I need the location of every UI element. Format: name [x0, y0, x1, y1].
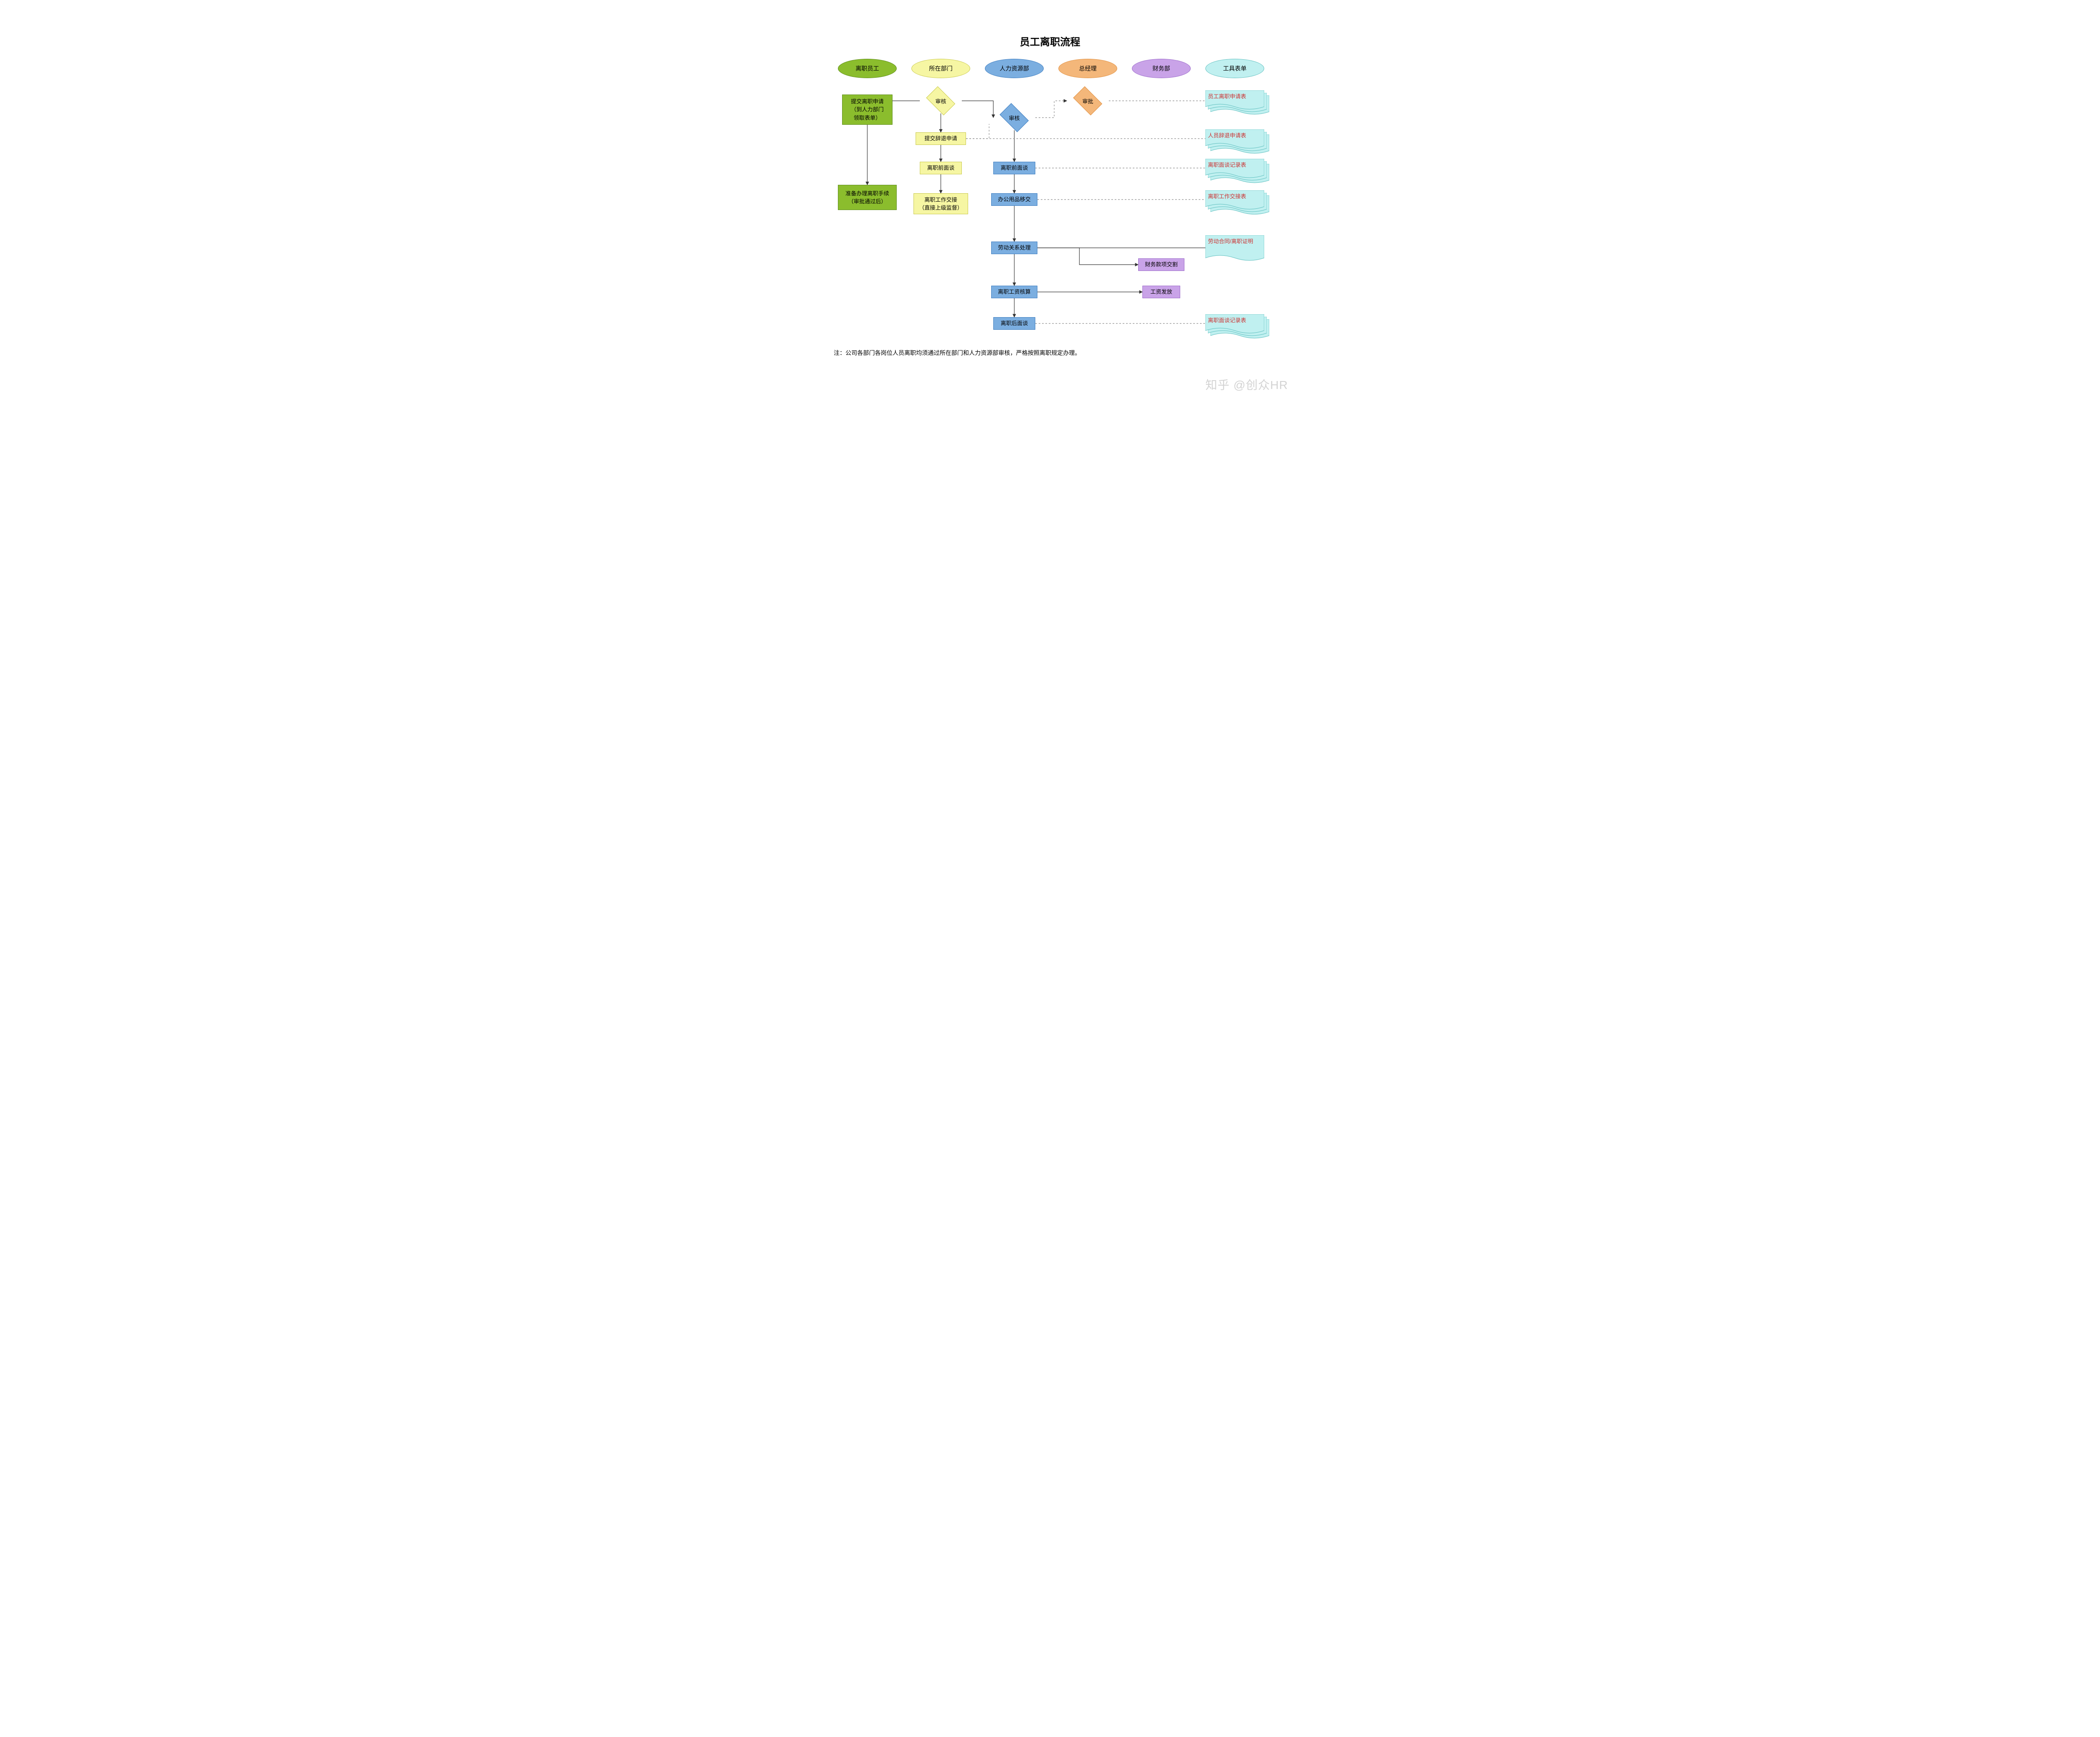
node-d3: 审核 [993, 105, 1035, 130]
node-n12: 工资发放 [1142, 286, 1180, 298]
node-doc2: 人员辞退申请表 [1205, 129, 1269, 153]
node-n2: 准备办理离职手续（审批通过后） [838, 185, 897, 210]
node-doc6: 离职面谈记录表 [1205, 314, 1269, 338]
node-n9: 离职工资核算 [991, 286, 1037, 298]
node-doc4: 离职工作交接表 [1205, 190, 1269, 214]
node-n1: 提交离职申请（到人力部门领取表单） [842, 95, 892, 125]
node-doc5: 劳动合同/离职证明 [1205, 235, 1264, 260]
node-n5: 离职工作交接（直接上级监督） [914, 193, 968, 214]
watermark-handle: @创众HR [1234, 378, 1288, 392]
edge-d3-d4 [1035, 101, 1067, 118]
chart-title: 员工离职流程 [777, 34, 1323, 48]
node-n10: 离职后面谈 [993, 317, 1035, 330]
node-n3: 提交辞退申请 [916, 132, 966, 145]
edge-n8-n11 [1037, 248, 1138, 265]
lane-header-c6: 工具表单 [1205, 59, 1264, 78]
node-n8: 劳动关系处理 [991, 242, 1037, 254]
node-d4: 审批 [1067, 88, 1109, 113]
node-n7: 办公用品移交 [991, 193, 1037, 206]
edge-n3-d3 [966, 124, 989, 139]
footnote: 注：公司各部门各岗位人员离职均须通过所在部门和人力资源部审核，严格按照离职规定办… [834, 349, 1081, 357]
watermark-site: 知乎 [1205, 378, 1230, 392]
node-d2: 审核 [920, 88, 962, 113]
lane-header-c4: 总经理 [1058, 59, 1117, 78]
lane-header-c2: 所在部门 [911, 59, 970, 78]
node-doc1: 员工离职申请表 [1205, 90, 1269, 114]
node-n6: 离职前面谈 [993, 162, 1035, 174]
watermark: 知乎 @创众HR [1205, 376, 1288, 393]
lane-header-c3: 人力资源部 [985, 59, 1044, 78]
node-n11: 财务款项交割 [1138, 258, 1184, 271]
lane-header-c1: 离职员工 [838, 59, 897, 78]
flowchart-canvas: 员工离职流程 离职员工所在部门人力资源部总经理财务部工具表单提交离职申请（到人力… [777, 0, 1323, 395]
node-n4: 离职前面谈 [920, 162, 962, 174]
lane-header-c5: 财务部 [1132, 59, 1191, 78]
node-doc3: 离职面谈记录表 [1205, 159, 1269, 183]
edge-d2-d3 [962, 101, 993, 118]
